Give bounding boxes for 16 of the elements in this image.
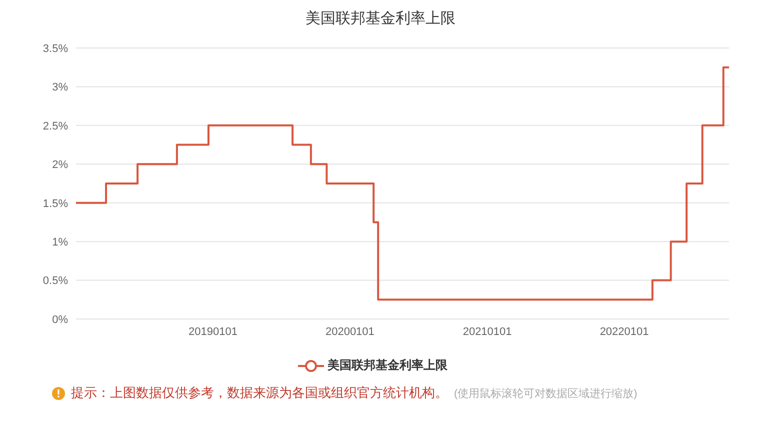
y-tick-label: 2.5%	[42, 120, 68, 132]
y-tick-label: 0.5%	[42, 275, 68, 288]
x-tick-label: 20190101	[188, 326, 238, 338]
chart-title: 美国联邦基金利率上限	[304, 9, 456, 29]
legend-label: 美国联邦基金利率上限	[328, 357, 448, 374]
y-tick-label: 3.5%	[42, 42, 68, 55]
y-tick-label: 2%	[52, 159, 68, 172]
x-tick-label: 20210101	[462, 326, 512, 338]
text: (使用鼠标滚轮可对数据区域进行缩放)	[454, 386, 638, 400]
text: 提示：上图数据仅供参考，数据来源为各国或组织官方统计机构。	[71, 384, 448, 402]
y-tick-label: 1.5%	[42, 198, 68, 210]
y-tick-label: 3%	[52, 82, 68, 94]
x-tick-label: 20220101	[600, 326, 649, 338]
x-tick-label: 20200101	[325, 326, 374, 338]
y-tick-label: 1%	[52, 236, 68, 248]
y-tick-label: 0%	[52, 314, 68, 326]
